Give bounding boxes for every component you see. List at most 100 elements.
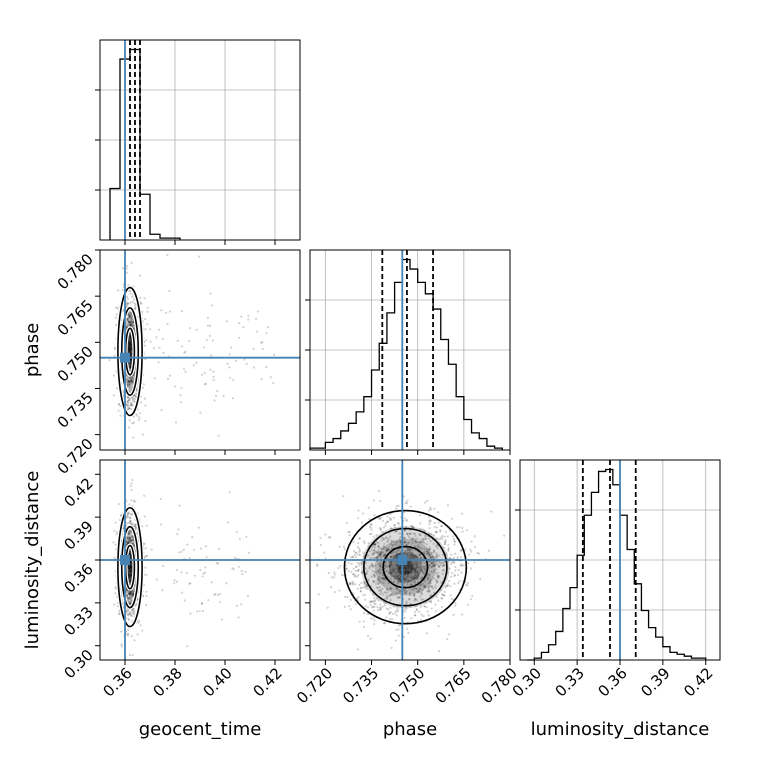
sample-point xyxy=(406,563,410,566)
sample-point xyxy=(390,617,394,621)
sample-point xyxy=(357,509,360,512)
sample-point xyxy=(420,561,423,565)
sample-point xyxy=(395,576,398,580)
sample-point xyxy=(132,415,135,418)
sample-point xyxy=(140,301,143,305)
sample-point xyxy=(117,613,121,616)
sample-point xyxy=(411,578,415,581)
sample-point xyxy=(405,600,408,603)
sample-point xyxy=(329,536,332,539)
sample-point xyxy=(469,548,472,551)
sample-point xyxy=(129,602,132,605)
sample-point xyxy=(389,527,392,530)
sample-point xyxy=(414,534,417,538)
sample-point xyxy=(395,551,398,554)
sample-point xyxy=(115,313,118,316)
sample-point xyxy=(457,582,460,585)
sample-point xyxy=(129,522,132,525)
sample-point xyxy=(390,587,393,590)
sample-point xyxy=(407,572,410,575)
sample-point xyxy=(129,599,133,603)
sample-point xyxy=(423,604,426,608)
sample-point xyxy=(130,536,133,540)
sample-point xyxy=(367,506,370,509)
sample-point xyxy=(408,532,411,535)
sample-point xyxy=(261,341,264,344)
sample-point xyxy=(397,580,400,583)
sample-point xyxy=(127,380,130,383)
sample-point xyxy=(145,554,148,557)
sample-point xyxy=(398,596,401,599)
sample-point xyxy=(126,541,129,544)
sample-point xyxy=(373,574,376,577)
ylabel-phase: phase xyxy=(22,323,43,377)
sample-point xyxy=(427,578,430,581)
sample-point xyxy=(393,555,396,558)
sample-point xyxy=(197,526,200,529)
sample-point xyxy=(426,551,429,555)
sample-point xyxy=(376,609,380,612)
sample-point xyxy=(419,540,422,544)
sample-point xyxy=(347,569,350,573)
sample-point xyxy=(403,582,406,585)
sample-point xyxy=(396,582,400,585)
sample-point xyxy=(126,302,129,305)
sample-point xyxy=(130,572,133,575)
ytick-label: 0.720 xyxy=(54,435,97,478)
sample-point xyxy=(454,569,457,572)
sample-point xyxy=(231,567,234,570)
sample-point xyxy=(129,344,133,347)
sample-point xyxy=(125,537,129,540)
sample-point xyxy=(378,562,381,565)
sample-point xyxy=(370,600,373,603)
sample-point xyxy=(166,253,169,256)
sample-point xyxy=(385,549,389,552)
sample-point xyxy=(125,267,128,270)
sample-point xyxy=(129,353,133,357)
sample-point xyxy=(403,578,407,582)
sample-point xyxy=(406,627,409,630)
sample-point xyxy=(348,534,351,537)
sample-point xyxy=(383,602,387,605)
sample-point xyxy=(128,503,131,506)
sample-point xyxy=(130,352,133,355)
sample-point xyxy=(127,321,131,324)
sample-point xyxy=(369,601,372,604)
sample-point xyxy=(410,538,413,541)
sample-point xyxy=(366,587,369,591)
sample-point xyxy=(372,597,376,600)
sample-point xyxy=(411,552,414,555)
sample-point xyxy=(144,317,147,321)
sample-point xyxy=(408,560,411,564)
sample-point xyxy=(129,335,132,338)
sample-point xyxy=(387,595,391,598)
sample-point xyxy=(412,576,415,579)
sample-point xyxy=(354,574,357,577)
sample-point xyxy=(404,517,407,520)
sample-point xyxy=(127,564,130,567)
sample-point xyxy=(409,551,412,554)
sample-point xyxy=(379,553,382,556)
panel-frame xyxy=(99,39,301,241)
sample-point xyxy=(413,563,416,566)
sample-point xyxy=(193,574,196,577)
sample-point xyxy=(188,556,192,560)
sample-point xyxy=(377,544,380,548)
sample-point xyxy=(394,593,397,596)
sample-point xyxy=(372,579,375,583)
sample-point xyxy=(141,629,144,632)
sample-point xyxy=(395,587,398,590)
sample-point xyxy=(466,562,470,565)
sample-point xyxy=(361,512,365,515)
sample-point xyxy=(408,548,411,552)
sample-point xyxy=(246,594,250,598)
sample-point xyxy=(408,535,411,539)
sample-point xyxy=(362,580,365,583)
sample-point xyxy=(366,634,370,637)
sample-point xyxy=(460,512,464,515)
sample-point xyxy=(444,530,448,534)
sample-point xyxy=(395,587,398,590)
sample-point xyxy=(256,330,259,333)
sample-point xyxy=(351,556,355,559)
sample-point xyxy=(128,602,131,605)
